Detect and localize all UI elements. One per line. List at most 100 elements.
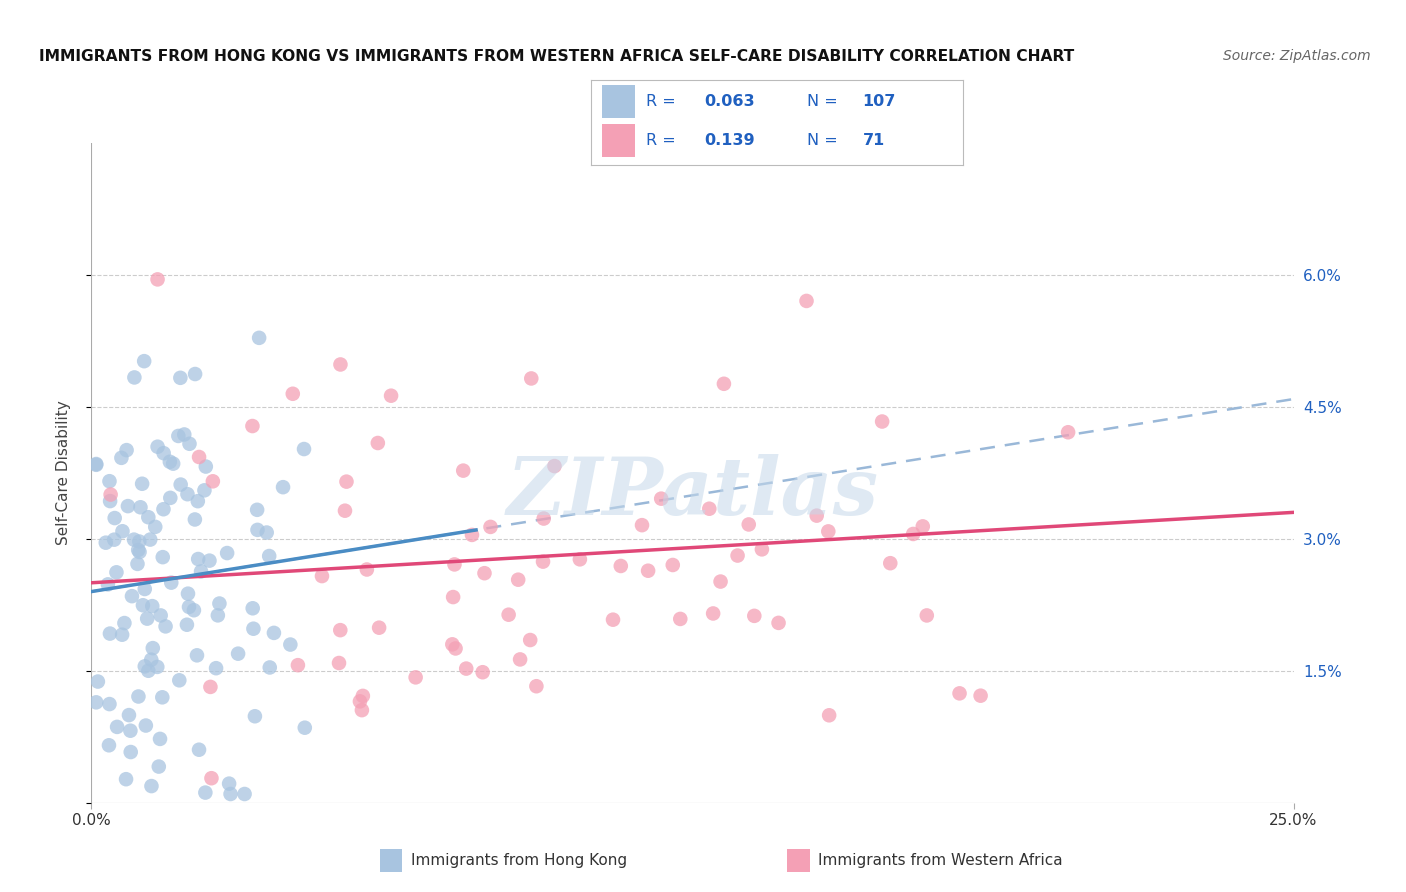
Point [328, 656, 350, 670]
Point [531, 555, 554, 569]
Point [184, 512, 207, 526]
Point [111, 524, 134, 539]
Point [246, 523, 269, 537]
Point [84, 695, 107, 709]
Point [205, 661, 228, 675]
Point [219, 787, 242, 801]
Point [697, 501, 720, 516]
Point [713, 376, 735, 391]
Point [186, 648, 208, 663]
Point [188, 742, 211, 756]
Text: Immigrants from Western Africa: Immigrants from Western Africa [818, 854, 1063, 868]
Point [152, 550, 174, 565]
Point [526, 679, 548, 693]
Point [247, 331, 270, 345]
Point [179, 437, 201, 451]
Point [128, 545, 150, 559]
Point [259, 660, 281, 674]
Point [368, 621, 391, 635]
Point [159, 455, 181, 469]
Point [146, 272, 169, 286]
Point [94, 535, 117, 549]
Point [127, 690, 149, 704]
Point [176, 617, 198, 632]
Point [122, 533, 145, 547]
Point [98, 494, 121, 508]
Point [117, 499, 139, 513]
Point [543, 458, 565, 473]
Point [105, 566, 128, 580]
Text: Source: ZipAtlas.com: Source: ZipAtlas.com [1223, 49, 1371, 63]
Point [1057, 425, 1080, 440]
Point [444, 641, 467, 656]
Point [120, 723, 142, 738]
Point [97, 739, 120, 753]
Point [818, 708, 841, 723]
Point [242, 419, 264, 434]
Point [98, 626, 121, 640]
Point [173, 427, 195, 442]
Point [155, 619, 177, 633]
Point [509, 652, 531, 666]
Point [474, 566, 496, 581]
Point [709, 574, 731, 589]
Point [263, 626, 285, 640]
Point [751, 542, 773, 557]
Point [242, 622, 264, 636]
Point [333, 504, 356, 518]
Point [479, 520, 502, 534]
Point [136, 612, 159, 626]
Point [100, 487, 122, 501]
Point [146, 440, 169, 454]
Point [167, 429, 190, 443]
Point [149, 608, 172, 623]
Point [128, 534, 150, 549]
Point [461, 528, 484, 542]
Point [380, 389, 402, 403]
Point [188, 450, 211, 464]
Text: R =: R = [647, 94, 682, 109]
Point [610, 559, 633, 574]
Point [118, 708, 141, 723]
Point [508, 573, 530, 587]
Point [242, 601, 264, 615]
Point [519, 633, 541, 648]
Point [257, 549, 280, 563]
Point [176, 487, 198, 501]
Point [271, 480, 294, 494]
Text: ZIPatlas: ZIPatlas [506, 454, 879, 532]
Point [661, 558, 683, 572]
Point [349, 694, 371, 708]
Point [170, 477, 193, 491]
Point [97, 577, 120, 591]
Point [329, 358, 352, 372]
Point [201, 475, 224, 489]
Point [105, 720, 128, 734]
Point [120, 745, 142, 759]
Text: 0.139: 0.139 [704, 133, 755, 148]
Point [183, 603, 205, 617]
Point [356, 562, 378, 576]
Point [329, 623, 352, 637]
Point [104, 511, 127, 525]
Point [568, 552, 591, 566]
Point [132, 599, 155, 613]
Point [969, 689, 991, 703]
Point [152, 446, 174, 460]
Point [796, 293, 818, 308]
Point [169, 673, 191, 688]
Point [292, 442, 315, 456]
Point [184, 367, 207, 381]
Point [129, 500, 152, 515]
Point [311, 569, 333, 583]
Point [135, 718, 157, 732]
Point [200, 680, 222, 694]
Point [727, 549, 749, 563]
Point [246, 503, 269, 517]
Point [190, 565, 212, 579]
Point [243, 709, 266, 723]
Point [149, 731, 172, 746]
Point [152, 502, 174, 516]
Point [84, 457, 107, 471]
Point [115, 772, 138, 787]
